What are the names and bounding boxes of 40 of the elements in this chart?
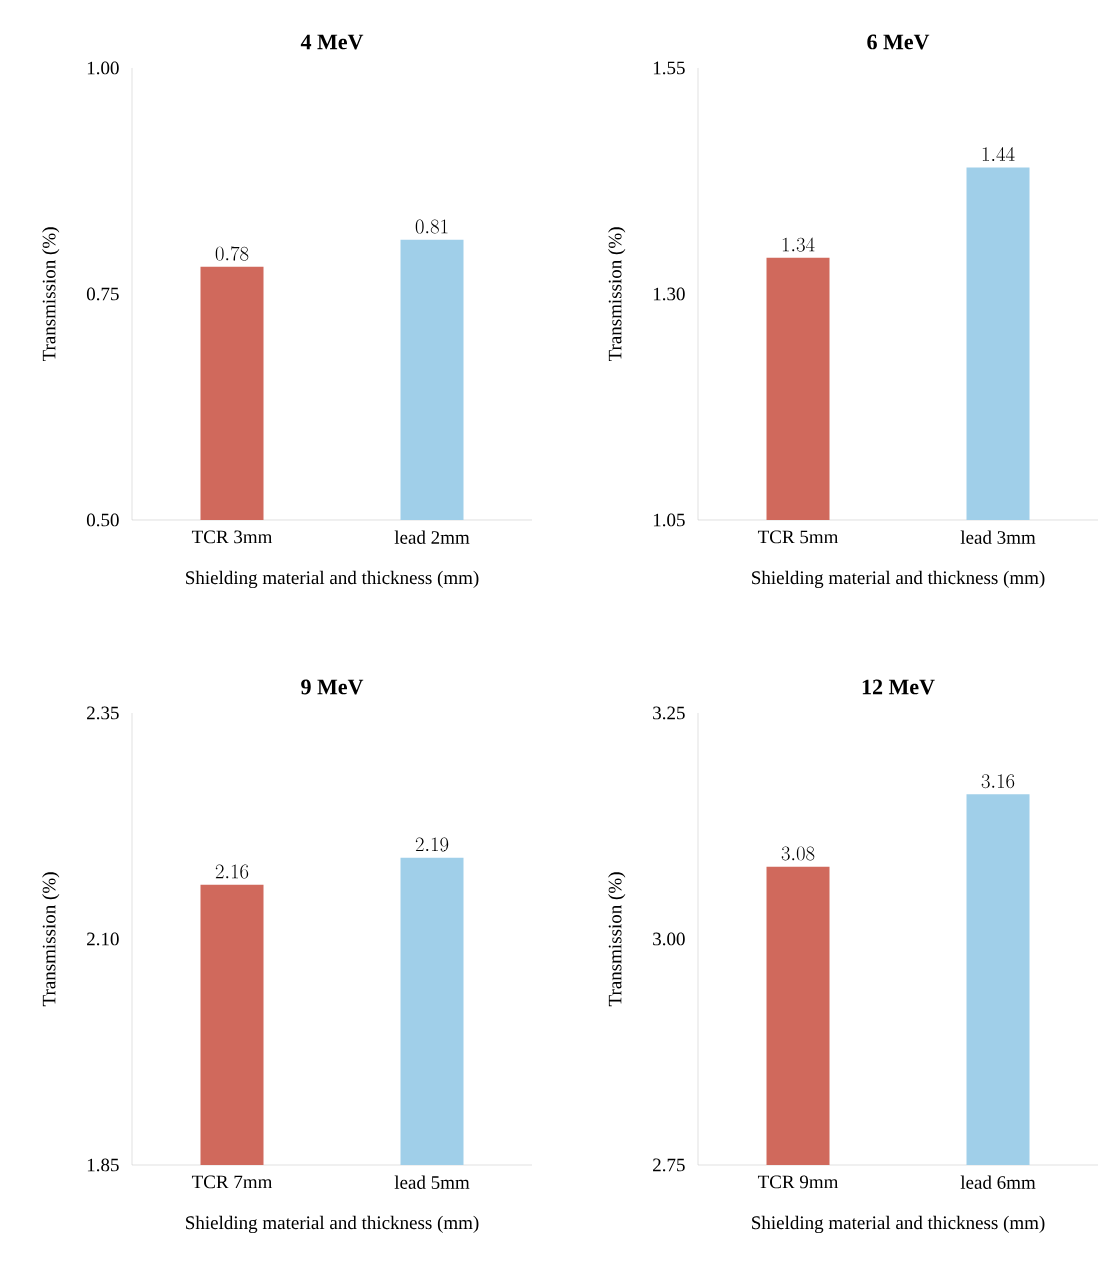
chart-title: 12 MeV	[862, 679, 935, 695]
chart-title: 9 MeV	[301, 679, 364, 695]
y-tick-label: 1.00	[87, 61, 119, 75]
y-tick-label: 2.75	[653, 1158, 685, 1172]
x-axis-title: Shielding material and thickness (mm)	[186, 1215, 479, 1234]
x-tick-label: TCR 3mm	[191, 530, 273, 544]
data-label: 1 .34	[782, 237, 815, 252]
x-tick-label: lead 6mm	[960, 1175, 1036, 1189]
y-axis-title: Transmission (%)	[608, 227, 626, 362]
y-tick-label: 3.00	[653, 932, 685, 946]
x-axis-title: Shielding material and thickness (mm)	[186, 570, 479, 589]
y-tick-label: 0.50	[86, 513, 119, 527]
y-tick-label: 2.35	[87, 706, 119, 720]
y-tick-label: 3.25	[653, 706, 685, 720]
x-tick-label: TCR 5mm	[757, 530, 839, 544]
x-axis-title: Shielding material and thickness (mm)	[752, 570, 1045, 589]
x-tick-label: TCR 7mm	[191, 1175, 273, 1189]
data-label: 0.81	[415, 219, 448, 234]
x-tick-label: TCR 9mm	[757, 1175, 839, 1189]
y-tick-label: 0.75	[86, 287, 119, 301]
data-label: 2. 16	[215, 864, 249, 879]
y-axis-title: Transmission (%)	[42, 227, 60, 362]
x-tick-label: lead 3mm	[960, 530, 1036, 544]
data-label: 3. 16	[981, 774, 1015, 789]
y-axis-title: Transmission (%)	[42, 872, 60, 1007]
y-tick-label: 1.55	[653, 61, 685, 75]
data-label: 3.08	[781, 846, 815, 861]
y-axis-title: Transmission (%)	[608, 872, 626, 1007]
chart-title: 4 MeV	[300, 34, 364, 50]
y-tick-label: 1.85	[87, 1158, 119, 1172]
chart-title: 6 MeV	[867, 34, 930, 50]
x-tick-label: lead 5mm	[394, 1175, 470, 1189]
y-tick-label: 1.05	[653, 513, 685, 527]
y-tick-label: 2.10	[87, 932, 119, 946]
x-axis-title: Shielding material and thickness (mm)	[752, 1215, 1045, 1234]
data-label: 1 .44	[982, 147, 1015, 161]
data-label: 0.78	[215, 246, 249, 261]
x-tick-label: lead 2mm	[394, 530, 470, 544]
y-tick-label: 1.30	[653, 287, 685, 301]
data-label: 2. 19	[415, 837, 449, 852]
